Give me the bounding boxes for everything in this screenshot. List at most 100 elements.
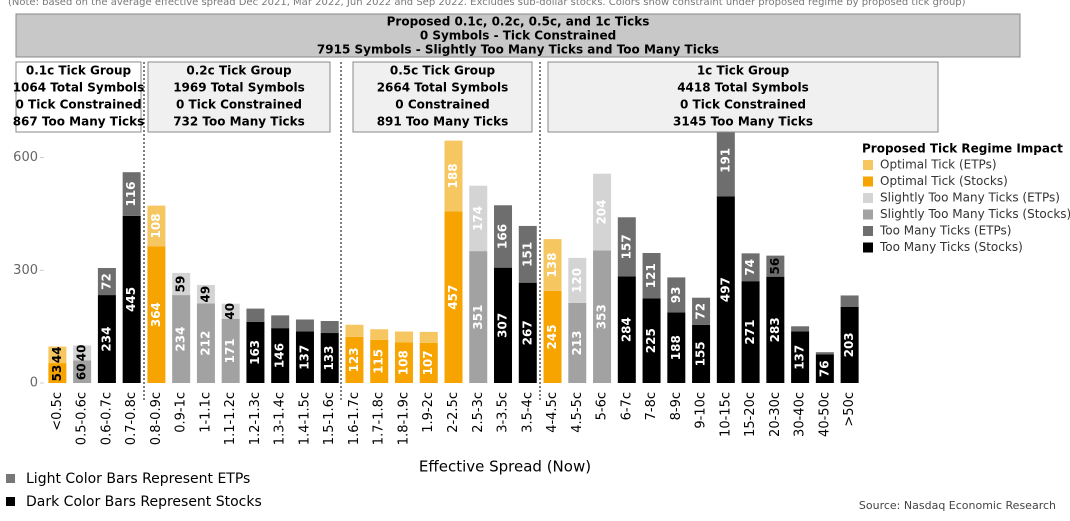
footnote: Dark Color Bars Represent Stocks [26, 494, 262, 510]
bar-segment [469, 185, 488, 252]
data-label: 188 [446, 163, 460, 188]
x-tick-label: 4.5-5c [570, 392, 585, 433]
bar-segment [271, 328, 290, 383]
bar-segment [692, 297, 711, 325]
x-tick-label: 2.5-3c [471, 392, 486, 433]
bar-segment [221, 318, 240, 383]
data-label: 174 [471, 206, 485, 231]
y-tick-label: 0 [30, 376, 38, 391]
bar-segment [716, 124, 735, 197]
bar-segment [469, 251, 488, 383]
data-label: 121 [644, 263, 658, 288]
group-line: 0 Tick Constrained [176, 98, 302, 112]
group-line: 1969 Total Symbols [173, 81, 305, 95]
bar-segment [568, 257, 587, 303]
bar-segment [840, 306, 859, 383]
group-line: 0 Tick Constrained [680, 98, 806, 112]
bar-segment [642, 252, 661, 299]
bar-segment [97, 295, 116, 383]
x-tick-label: 15-20c [743, 392, 758, 437]
group-box [15, 61, 142, 133]
data-label: 267 [520, 320, 534, 345]
data-label: 40 [75, 345, 89, 362]
data-label: 351 [471, 305, 485, 330]
legend-label: Optimal Tick (ETPs) [880, 158, 997, 172]
y-tick-label: 600 [13, 150, 38, 165]
bar-segment [320, 321, 339, 334]
bar-segment [147, 246, 166, 383]
x-tick-label: 0.5-0.6c [75, 392, 90, 445]
data-label: 307 [496, 313, 510, 338]
bar-segment [370, 339, 389, 383]
bar-segment [815, 352, 834, 355]
group-line: 1064 Total Symbols [13, 81, 145, 95]
data-label: 44 [50, 346, 64, 363]
x-tick-label: 1.8-1.9c [396, 392, 411, 445]
x-tick-label: 1.7-1.8c [372, 392, 387, 445]
x-tick-label: 3-3.5c [496, 392, 511, 433]
bar-segment [345, 336, 364, 383]
data-label: 107 [421, 350, 435, 375]
bar-segment [122, 172, 141, 216]
x-tick-label: 1-1.1c [198, 392, 213, 433]
data-label: 155 [694, 341, 708, 366]
data-label: 234 [99, 327, 113, 352]
bar-segment [766, 276, 785, 383]
data-label: 40 [223, 303, 237, 320]
data-label: 115 [372, 349, 386, 374]
bar-segment [370, 329, 389, 340]
data-label: 137 [793, 345, 807, 370]
footnote-swatch [6, 497, 15, 506]
bar-segment [345, 324, 364, 337]
data-label: 108 [149, 213, 163, 238]
bar-segment [394, 331, 413, 343]
bar-segment [667, 312, 686, 383]
data-label: 171 [223, 338, 237, 363]
header-line: Proposed 0.1c, 0.2c, 0.5c, and 1c Ticks [387, 15, 650, 29]
x-tick-label: 1.9-2c [421, 392, 436, 433]
legend-title: Proposed Tick Regime Impact [862, 142, 1063, 156]
x-axis-label: Effective Spread (Now) [419, 458, 591, 476]
data-label: 72 [99, 273, 113, 290]
bar-segment [494, 205, 513, 268]
group-line: 2664 Total Symbols [377, 81, 509, 95]
bar-segment [172, 295, 191, 383]
bar-segment [716, 196, 735, 383]
group-line: 1c Tick Group [697, 64, 790, 78]
data-label: 157 [619, 234, 633, 259]
bar-segment [444, 211, 463, 383]
legend-label: Too Many Ticks (ETPs) [879, 224, 1011, 238]
legend-label: Slightly Too Many Ticks (ETPs) [880, 191, 1060, 205]
x-tick-label: 1.3-1.4c [273, 392, 288, 445]
x-tick-label: 9-10c [694, 392, 709, 429]
group-line: 0 Constrained [395, 98, 489, 112]
data-label: 123 [347, 347, 361, 372]
bar-segment [196, 303, 215, 383]
data-label: 457 [446, 285, 460, 310]
bar-segment [271, 315, 290, 329]
legend-swatch [863, 242, 873, 253]
bar-segment [97, 268, 116, 296]
data-label: 204 [595, 199, 609, 224]
x-tick-label: 10-15c [718, 392, 733, 437]
x-tick-label: <0.5c [50, 392, 65, 431]
legend-swatch [863, 176, 873, 187]
data-label: 203 [842, 332, 856, 357]
bar-segment [667, 277, 686, 313]
x-tick-label: 1.4-1.5c [297, 392, 312, 445]
data-label: 49 [198, 286, 212, 303]
x-tick-label: 0.6-0.7c [99, 392, 114, 445]
group-box [352, 61, 533, 133]
data-label: 166 [496, 224, 510, 249]
legend-label: Too Many Ticks (Stocks) [879, 240, 1023, 254]
bar-segment [295, 319, 314, 332]
bar-segment [122, 215, 141, 383]
bar-segment [593, 173, 612, 251]
x-tick-label: 5-6c [595, 392, 610, 420]
data-label: 191 [718, 148, 732, 173]
data-label: 138 [545, 252, 559, 277]
group-line: 891 Too Many Ticks [377, 115, 509, 129]
data-label: 364 [149, 302, 163, 327]
data-label: 120 [570, 268, 584, 293]
